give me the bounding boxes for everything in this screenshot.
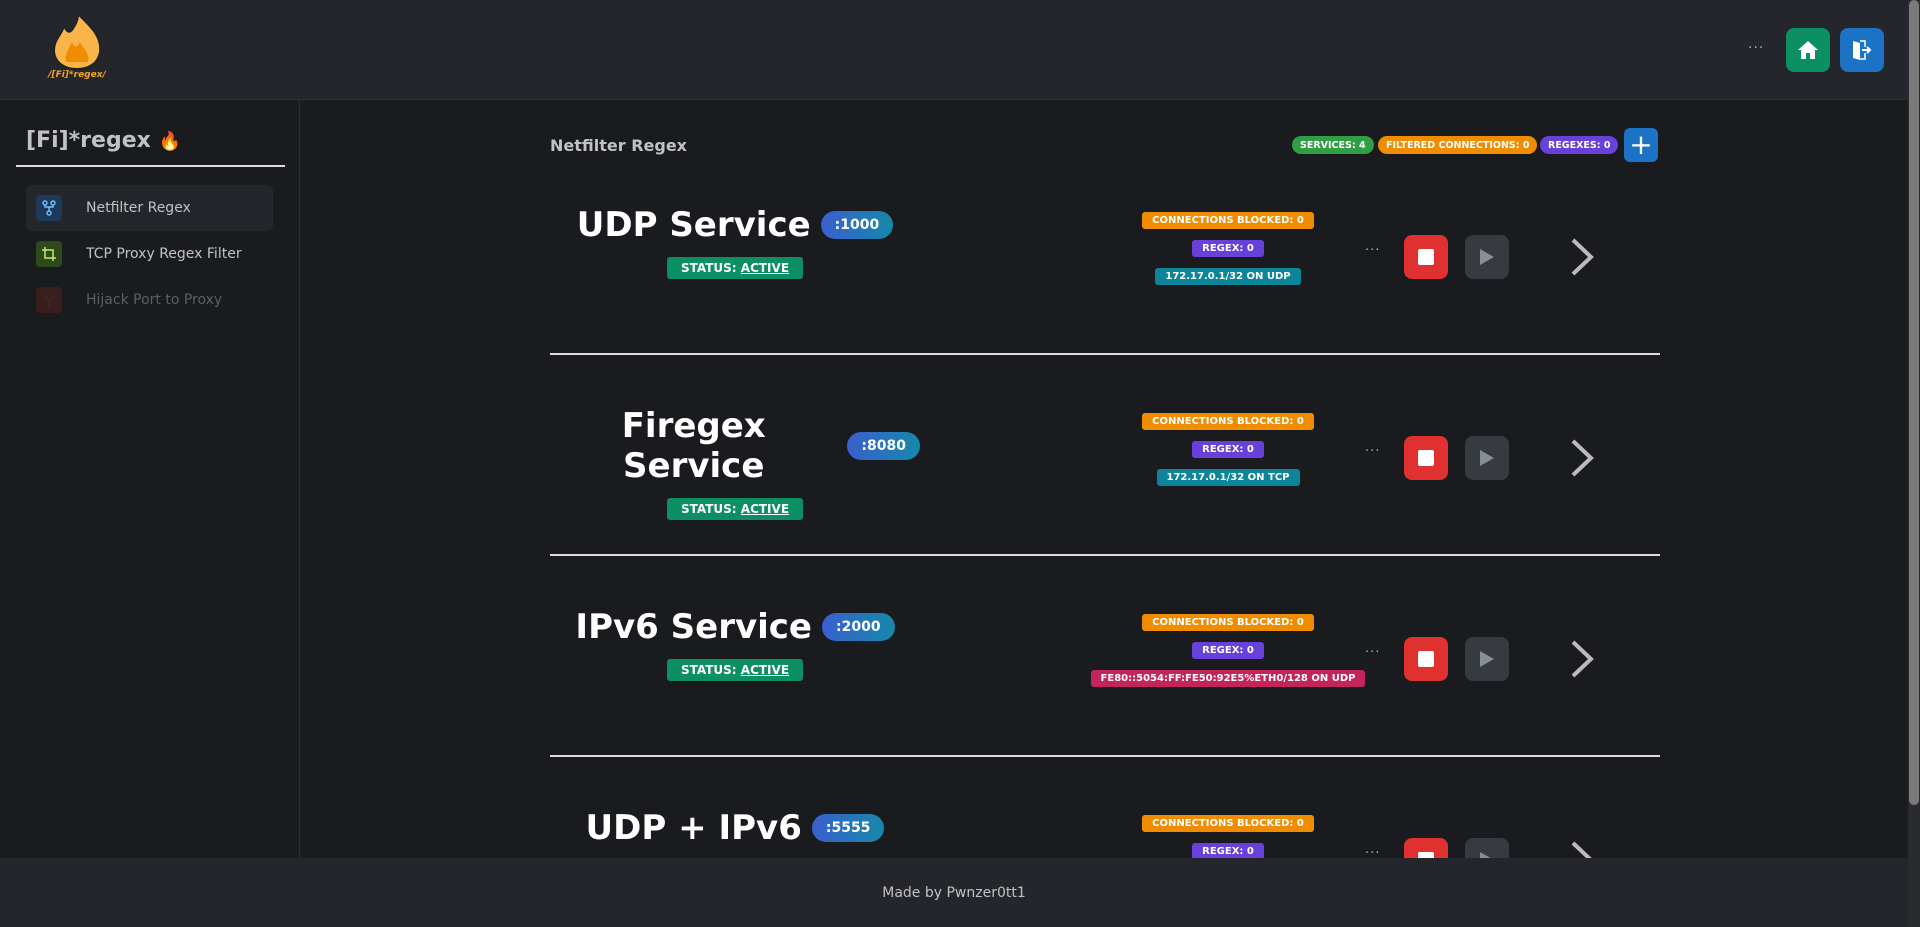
status-label: STATUS: (680, 502, 737, 516)
stop-button[interactable] (1404, 838, 1448, 858)
regex-count-badge: REGEX: 0 (1192, 642, 1264, 659)
service-stats: CONNECTIONS BLOCKED: 0 REGEX: 0 172.17.0… (1028, 212, 1428, 285)
open-service-button[interactable] (1570, 237, 1594, 281)
play-icon (1480, 651, 1494, 667)
chevron-right-icon (1571, 439, 1594, 477)
header-more-button[interactable]: ··· (1748, 40, 1765, 56)
sidebar-item-hijack-port[interactable]: Hijack Port to Proxy (26, 277, 273, 323)
service-info: IPv6 Service :2000 STATUS: ACTIVE (550, 607, 920, 681)
service-stats: CONNECTIONS BLOCKED: 0 REGEX: 0 172.17.0… (1028, 413, 1428, 486)
sidebar-title-text: [Fi]*regex (26, 128, 151, 153)
filtered-connections-badge: FILTERED CONNECTIONS: 0 (1378, 136, 1538, 154)
sidebar-item-tcp-proxy[interactable]: TCP Proxy Regex Filter (26, 231, 273, 277)
open-service-button[interactable] (1570, 639, 1594, 683)
start-button[interactable] (1465, 436, 1509, 480)
home-button[interactable] (1786, 28, 1830, 72)
stop-icon (1418, 249, 1434, 265)
status-label: STATUS: (680, 261, 737, 275)
service-row[interactable]: Firegex Service :8080 STATUS: ACTIVE CONN… (550, 356, 1660, 556)
status-badge: STATUS: ACTIVE (666, 659, 804, 681)
address-badge: 172.17.0.1/32 ON UDP (1155, 268, 1301, 285)
regex-count-badge: REGEX: 0 (1192, 843, 1264, 858)
git-fork-icon (36, 195, 62, 221)
app-header: /[Fi]*regex/ ··· (0, 0, 1908, 100)
service-row[interactable]: IPv6 Service :2000 STATUS: ACTIVE CONNECT… (550, 557, 1660, 757)
play-icon (1480, 852, 1491, 858)
port-badge: :5555 (811, 814, 885, 842)
service-menu-button[interactable]: ··· (1365, 243, 1381, 258)
stop-icon (1418, 651, 1434, 667)
sidebar-title: [Fi]*regex 🔥 (26, 128, 181, 153)
service-name: IPv6 Service (575, 607, 812, 647)
sidebar-item-label: Netfilter Regex (86, 200, 191, 216)
chevron-right-icon (1571, 238, 1594, 276)
open-service-button[interactable] (1570, 438, 1594, 482)
connections-blocked-badge: CONNECTIONS BLOCKED: 0 (1142, 212, 1314, 229)
connections-blocked-badge: CONNECTIONS BLOCKED: 0 (1142, 413, 1314, 430)
open-service-button[interactable] (1570, 840, 1594, 858)
sidebar-divider (16, 165, 285, 167)
port-badge: :2000 (822, 613, 895, 641)
logout-icon (1853, 40, 1872, 60)
service-name: UDP + IPv6 (585, 808, 802, 848)
service-info: UDP Service :1000 STATUS: ACTIVE (550, 205, 920, 279)
service-stats: CONNECTIONS BLOCKED: 0 REGEX: 0 FE80::50… (1028, 614, 1428, 687)
service-menu-button[interactable]: ··· (1365, 645, 1381, 660)
start-button[interactable] (1465, 235, 1509, 279)
regexes-count-badge: REGEXES: 0 (1540, 136, 1619, 154)
play-icon (1480, 249, 1494, 265)
service-stats: CONNECTIONS BLOCKED: 0 REGEX: 0 (1028, 815, 1428, 858)
stop-button[interactable] (1404, 637, 1448, 681)
address-badge: FE80::5054:FF:FE50:92E5%ETH0/128 ON UDP (1090, 670, 1366, 687)
stop-button[interactable] (1404, 235, 1448, 279)
crop-icon (36, 241, 62, 267)
services-count-badge: SERVICES: 4 (1292, 136, 1374, 154)
status-value: ACTIVE (740, 502, 790, 516)
firegex-logo[interactable]: /[Fi]*regex/ (44, 12, 110, 84)
sidebar-item-label: TCP Proxy Regex Filter (86, 246, 242, 262)
start-button[interactable] (1465, 637, 1509, 681)
stop-button[interactable] (1404, 436, 1448, 480)
port-badge: :1000 (820, 211, 894, 239)
page-title: Netfilter Regex (550, 136, 687, 155)
scrollbar-thumb[interactable] (1909, 0, 1919, 805)
service-row[interactable]: UDP + IPv6:5555 STATUS: ACTIVE CONNECTIO… (550, 758, 1660, 858)
fire-icon: 🔥 (158, 131, 181, 152)
service-name: UDP Service (576, 205, 811, 245)
footer-text: Made by Pwnzer0tt1 (882, 884, 1026, 901)
status-value: ACTIVE (740, 663, 790, 677)
play-icon (1480, 450, 1494, 466)
logo-text: /[Fi]*regex/ (48, 70, 106, 80)
service-row[interactable]: UDP Service :1000 STATUS: ACTIVE CONNECTI… (550, 155, 1660, 355)
home-icon (1798, 41, 1818, 59)
connections-blocked-badge: CONNECTIONS BLOCKED: 0 (1142, 614, 1314, 631)
add-service-button[interactable]: + (1624, 128, 1658, 162)
arrows-split-icon (36, 287, 62, 313)
address-badge: 172.17.0.1/32 ON TCP (1156, 469, 1300, 486)
status-value: ACTIVE (740, 261, 790, 275)
service-info: Firegex Service :8080 STATUS: ACTIVE (550, 406, 920, 520)
chevron-right-icon (1571, 841, 1592, 858)
stop-icon (1418, 852, 1434, 858)
regex-count-badge: REGEX: 0 (1192, 441, 1264, 458)
main-content: Netfilter Regex SERVICES: 4 FILTERED CON… (300, 100, 1908, 858)
service-name: Firegex Service (621, 406, 766, 486)
sidebar-item-label: Hijack Port to Proxy (86, 292, 223, 308)
status-badge: STATUS: ACTIVE (666, 498, 804, 520)
port-badge: :8080 (847, 432, 920, 460)
chevron-right-icon (1571, 640, 1594, 678)
service-info: UDP + IPv6:5555 STATUS: ACTIVE (550, 808, 920, 858)
logout-button[interactable] (1840, 28, 1884, 72)
connections-blocked-badge: CONNECTIONS BLOCKED: 0 (1142, 815, 1314, 832)
stop-icon (1418, 450, 1434, 466)
status-label: STATUS: (680, 663, 737, 677)
start-button[interactable] (1465, 838, 1509, 858)
service-menu-button[interactable]: ··· (1365, 444, 1381, 459)
footer: Made by Pwnzer0tt1 (0, 858, 1908, 927)
service-menu-button[interactable]: ··· (1365, 846, 1381, 858)
status-badge: STATUS: ACTIVE (666, 257, 804, 279)
flame-logo-icon (52, 12, 102, 70)
sidebar-item-netfilter-regex[interactable]: Netfilter Regex (26, 185, 273, 231)
regex-count-badge: REGEX: 0 (1192, 240, 1264, 257)
